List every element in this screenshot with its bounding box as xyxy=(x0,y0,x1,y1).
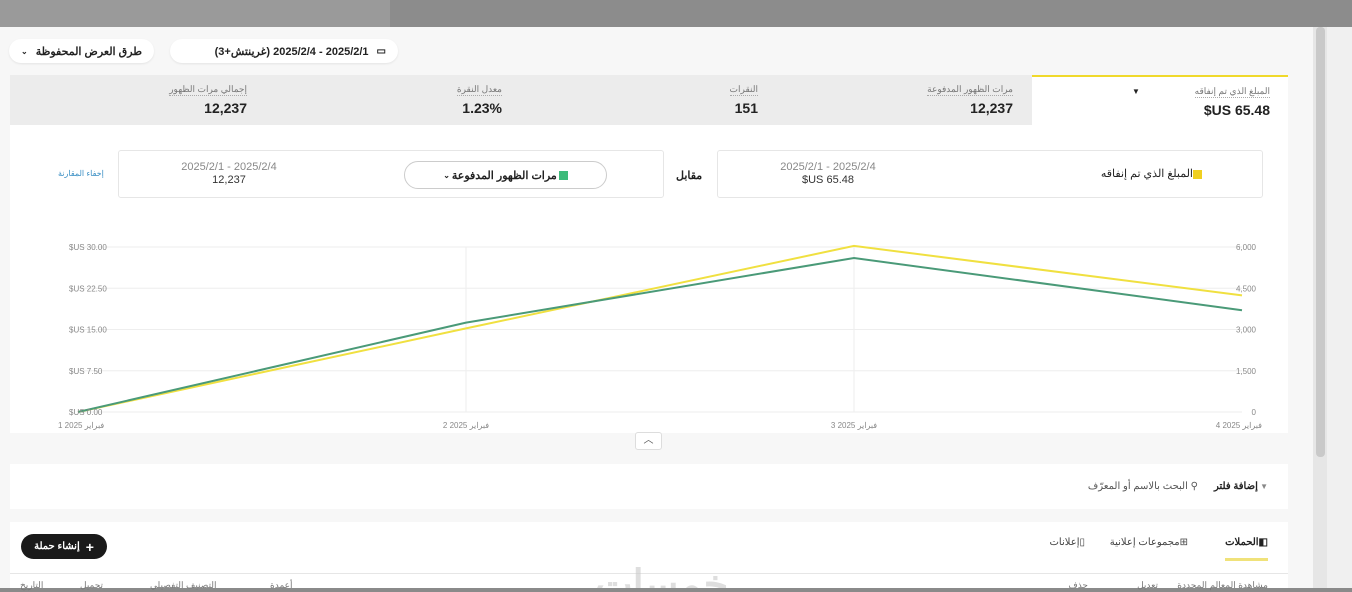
range-dates: 2025/2/1 - 2025/2/4 xyxy=(780,161,876,173)
green-swatch-icon xyxy=(558,170,568,180)
range-value: $US 65.48 xyxy=(802,174,854,186)
left-axis-tick: $US 22.50 xyxy=(69,284,107,293)
metric-label: المبلغ الذي تم إنفاقه xyxy=(1194,86,1270,98)
right-axis-tick: 0 xyxy=(1252,408,1257,417)
date-range-label: 2025/2/1 - 2025/2/4 (غرينتش+3) xyxy=(214,45,369,58)
add-filter-label: إضافة فلتر xyxy=(1213,481,1258,492)
search-input[interactable]: ⚲ البحث بالاسم أو المعرّف xyxy=(1088,481,1198,492)
x-axis-tick: 2 فبراير 2025 xyxy=(443,421,489,430)
tab-label: مجموعات إعلانية xyxy=(1109,537,1180,548)
date-range-picker[interactable]: ▭ 2025/2/1 - 2025/2/4 (غرينتش+3) xyxy=(170,39,398,63)
saved-views-label: طرق العرض المحفوظة xyxy=(35,45,143,58)
tab-label: الحملات xyxy=(1225,537,1259,548)
metric-value: 12,237 xyxy=(970,100,1013,116)
view-selected-button[interactable]: مشاهدة المعالم المحددة xyxy=(1177,580,1268,590)
edit-button[interactable]: تعديل xyxy=(1137,580,1158,590)
range-dates: 2025/2/1 - 2025/2/4 xyxy=(181,161,277,173)
date-button[interactable]: التاريخ xyxy=(20,580,44,590)
right-axis-tick: 1,500 xyxy=(1236,367,1257,376)
delete-button[interactable]: حذف xyxy=(1068,580,1088,590)
breakdown-button[interactable]: التصنيف التفصيلي xyxy=(150,580,217,590)
primary-metric-label: المبلغ الذي تم إنفاقه xyxy=(1100,168,1193,180)
primary-metric-legend[interactable]: المبلغ الذي تم إنفاقه xyxy=(1101,167,1202,180)
entity-tabs: ◧الحملات ⊞مجموعات إعلانية ▯إعلانات + إنشا… xyxy=(10,522,1288,588)
left-axis-tick: $US 0.00 xyxy=(69,408,103,417)
primary-range: 2025/2/1 - 2025/2/4 $US 65.48 xyxy=(758,161,898,187)
metrics-bar: ▼ المبلغ الذي تم إنفاقه $US 65.48 مرات ال… xyxy=(10,75,1288,125)
right-axis-tick: 3,000 xyxy=(1236,326,1257,335)
search-placeholder: البحث بالاسم أو المعرّف xyxy=(1087,481,1188,492)
tab-ads[interactable]: ▯إعلانات xyxy=(1050,537,1085,548)
grid-icon: ⊞ xyxy=(1179,537,1188,548)
add-filter-button[interactable]: ▼ إضافة فلتر xyxy=(1214,481,1268,492)
columns-button[interactable]: أعمدة xyxy=(270,580,293,590)
right-axis-tick: 4,500 xyxy=(1236,284,1257,293)
calendar-icon: ▭ xyxy=(376,45,386,57)
create-campaign-button[interactable]: + إنشاء حملة xyxy=(21,534,107,559)
metric-label: مرات الظهور المدفوعة xyxy=(927,84,1013,96)
metric-label: إجمالي مرات الظهور xyxy=(169,84,247,96)
metric-clicks[interactable]: النقرات 151 xyxy=(558,75,758,125)
caret-down-icon: ▼ xyxy=(1132,87,1140,96)
series-line-left xyxy=(77,244,1243,413)
filter-bar: ▼ إضافة فلتر ⚲ البحث بالاسم أو المعرّف xyxy=(10,464,1288,509)
left-axis-tick: $US 15.00 xyxy=(69,326,107,335)
primary-metric-box: المبلغ الذي تم إنفاقه 2025/2/1 - 2025/2/… xyxy=(717,150,1263,198)
vs-label: مقابل xyxy=(676,170,703,182)
chevron-down-icon: ⌄ xyxy=(443,170,450,180)
browser-top-bar xyxy=(0,0,1352,27)
watermark-logo: خمسات xyxy=(595,563,729,588)
metric-ctr[interactable]: معدل النقرة 1.23% xyxy=(302,75,502,125)
background-page xyxy=(1327,27,1352,588)
metric-value: 12,237 xyxy=(204,100,247,116)
metric-value: 151 xyxy=(734,100,758,116)
tab-campaigns[interactable]: ◧الحملات xyxy=(1225,537,1268,561)
range-value: 12,237 xyxy=(212,174,246,186)
tab-label: إعلانات xyxy=(1049,537,1080,548)
secondary-metric-dropdown[interactable]: مرات الظهور المدفوعة ⌄ xyxy=(404,161,607,189)
metric-label: معدل النقرة xyxy=(456,84,502,96)
metric-paid-impressions[interactable]: مرات الظهور المدفوعة 12,237 xyxy=(813,75,1013,125)
hide-comparison-link[interactable]: إخفاء المقارنة xyxy=(58,169,104,178)
create-label: إنشاء حملة xyxy=(34,541,80,552)
series-line-right xyxy=(77,256,1243,413)
x-axis-tick: 4 فبراير 2025 xyxy=(1216,421,1262,430)
metric-spend[interactable]: ▼ المبلغ الذي تم إنفاقه $US 65.48 xyxy=(1032,75,1288,125)
download-button[interactable]: تحميل xyxy=(80,580,104,590)
tab-ad-groups[interactable]: ⊞مجموعات إعلانية xyxy=(1110,537,1188,548)
ads-manager-panel: طرق العرض المحفوظة ⌄ ▭ 2025/2/1 - 2025/2… xyxy=(0,27,1313,588)
left-axis-tick: $US 30.00 xyxy=(69,243,107,252)
row-toolbar: مشاهدة المعالم المحددة تعديل حذف أعمدة ا… xyxy=(10,580,1288,592)
collapse-chart-button[interactable]: ︿ xyxy=(635,432,662,450)
chevron-down-icon: ⌄ xyxy=(21,46,28,56)
chevron-up-icon: ︿ xyxy=(643,435,654,446)
x-axis-tick: 1 فبراير 2025 xyxy=(58,421,104,430)
metric-label: النقرات xyxy=(729,84,758,96)
search-icon: ⚲ xyxy=(1187,481,1198,492)
metric-total-impressions[interactable]: إجمالي مرات الظهور 12,237 xyxy=(47,75,247,125)
left-axis-tick: $US 7.50 xyxy=(69,367,103,376)
yellow-swatch-icon xyxy=(1193,169,1202,179)
metric-value: $US 65.48 xyxy=(1203,102,1270,118)
line-chart: $US 0.00 0 $US 7.50 1,500 $US 15.00 3,000 $US … xyxy=(58,243,1262,430)
filter-icon: ▼ xyxy=(1257,482,1268,491)
ad-icon: ▯ xyxy=(1079,537,1085,548)
x-axis-tick: 3 فبراير 2025 xyxy=(831,421,877,430)
plus-icon: + xyxy=(85,538,94,555)
chart-card: المبلغ الذي تم إنفاقه 2025/2/1 - 2025/2/… xyxy=(10,125,1288,433)
secondary-range: 2025/2/1 - 2025/2/4 12,237 xyxy=(159,161,299,187)
saved-views-dropdown[interactable]: طرق العرض المحفوظة ⌄ xyxy=(9,39,155,63)
megaphone-icon: ◧ xyxy=(1258,537,1268,548)
right-axis-tick: 6,000 xyxy=(1236,243,1257,252)
scrollbar[interactable] xyxy=(1313,27,1327,588)
secondary-metric-label: مرات الظهور المدفوعة xyxy=(451,169,557,182)
metric-value: 1.23% xyxy=(462,100,502,116)
secondary-metric-box: مرات الظهور المدفوعة ⌄ 2025/2/1 - 2025/2/… xyxy=(118,150,664,198)
